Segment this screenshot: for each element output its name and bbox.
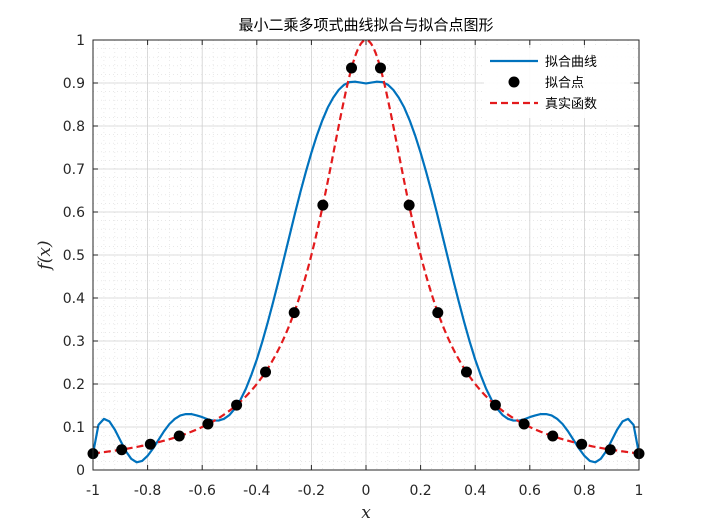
x-tick-label: 0: [362, 483, 371, 499]
x-tick-label: -1: [86, 483, 100, 499]
legend-label-points: 拟合点: [545, 76, 584, 91]
y-tick-label: 0.3: [63, 334, 85, 350]
y-tick-label: 0.7: [63, 162, 85, 178]
legend-box: [484, 48, 630, 118]
legend-label-fit: 拟合曲线: [545, 55, 597, 70]
fit-point-marker: [460, 366, 472, 378]
x-tick-label: 0.2: [409, 483, 431, 499]
y-axis-label: f(x): [35, 240, 55, 271]
x-tick-label: -0.2: [298, 483, 325, 499]
fit-point-marker: [173, 430, 185, 442]
y-tick-label: 0.8: [63, 119, 85, 135]
x-tick-label: -0.8: [134, 483, 161, 499]
fit-point-marker: [518, 418, 530, 430]
y-tick-label: 0.9: [63, 76, 85, 92]
y-tick-label: 0: [76, 463, 85, 479]
x-tick-label: 0.8: [573, 483, 595, 499]
fit-point-marker: [260, 366, 272, 378]
fit-point-marker: [116, 444, 128, 456]
x-axis-label: x: [361, 503, 371, 523]
fit-point-marker: [288, 307, 300, 319]
y-tick-label: 0.2: [63, 377, 85, 393]
fit-point-marker: [346, 62, 358, 74]
fit-point-marker: [202, 418, 214, 430]
y-tick-label: 0.1: [63, 420, 85, 436]
y-tick-label: 0.5: [63, 248, 85, 264]
fit-point-marker: [547, 430, 559, 442]
fit-curve-line: [91, 80, 641, 464]
x-tick-label: 1: [635, 483, 644, 499]
y-axis-label-text: f(x): [35, 240, 55, 271]
legend-label-true: 真实函数: [545, 97, 597, 112]
x-tick-label: -0.4: [243, 483, 270, 499]
x-tick-label: 0.4: [464, 483, 486, 499]
fit-point-marker: [144, 438, 156, 450]
y-tick-label: 0.4: [63, 291, 85, 307]
y-tick-label: 1: [76, 33, 85, 49]
fit-point-marker: [374, 62, 386, 74]
fit-point-marker: [403, 199, 415, 211]
tick-layer: -1 -0.8 -0.6 -0.4 -0.2 0 0.2 0.4 0.6 0.8 1 0 0.1 0.2 0…: [63, 33, 644, 499]
fit-point-marker: [604, 444, 616, 456]
y-tick-label: 0.6: [63, 205, 85, 221]
legend-point-marker: [508, 76, 520, 88]
fit-point-marker: [231, 399, 243, 411]
fit-point-marker: [489, 399, 501, 411]
fit-point-marker: [317, 199, 329, 211]
fit-point-marker: [432, 307, 444, 319]
x-tick-label: -0.6: [189, 483, 216, 499]
chart-title: 最小二乘多项式曲线拟合与拟合点图形: [238, 16, 493, 34]
fit-point-marker: [576, 438, 588, 450]
x-tick-label: 0.6: [519, 483, 541, 499]
